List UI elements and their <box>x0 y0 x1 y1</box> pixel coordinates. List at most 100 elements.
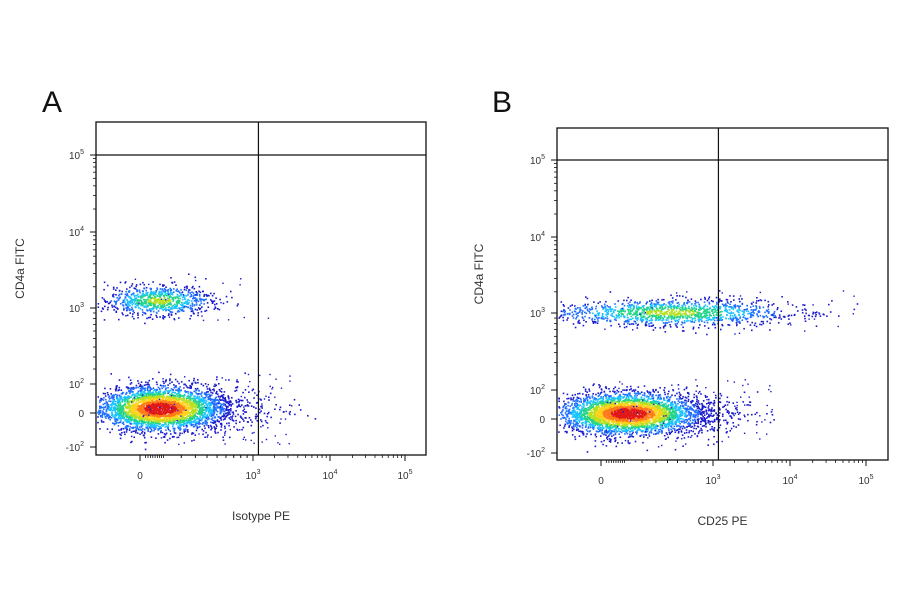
event-dot <box>213 308 216 310</box>
event-dot <box>192 425 195 428</box>
event-dot <box>159 303 161 306</box>
event-dot <box>213 421 216 423</box>
event-dot <box>205 298 207 301</box>
event-dot <box>159 412 161 414</box>
event-dot <box>162 404 165 407</box>
event-dot <box>247 405 250 407</box>
event-dot <box>150 298 152 301</box>
event-dot <box>129 422 131 425</box>
event-dot <box>126 299 128 301</box>
event-dot <box>140 304 142 307</box>
event-dot <box>205 293 208 296</box>
event-dot <box>203 299 205 302</box>
event-dot <box>171 406 173 409</box>
event-dot <box>214 427 216 429</box>
event-dot <box>298 404 300 406</box>
event-dot <box>156 397 159 400</box>
event-dot <box>260 405 262 408</box>
event-dot <box>184 405 187 408</box>
event-dot <box>650 301 653 304</box>
event-dot <box>219 412 222 415</box>
event-dot <box>155 301 157 303</box>
event-dot <box>139 422 141 425</box>
event-dot <box>124 426 127 429</box>
x-tick-label: 104 <box>322 469 337 482</box>
event-dot <box>211 427 213 430</box>
event-dot <box>101 398 103 400</box>
event-dot <box>205 393 208 396</box>
event-dot <box>226 407 228 409</box>
event-dot <box>164 420 167 423</box>
event-dot <box>162 408 165 410</box>
event-dot <box>148 283 150 286</box>
event-dot <box>629 310 632 313</box>
event-dot <box>184 305 187 307</box>
event-dot <box>193 402 196 405</box>
event-dot <box>129 416 131 419</box>
event-dot <box>123 396 126 399</box>
event-dot <box>200 392 203 395</box>
event-dot <box>169 437 171 440</box>
event-dot <box>150 399 152 401</box>
event-dot <box>264 419 267 422</box>
event-dot <box>163 291 165 294</box>
event-dot <box>183 412 186 414</box>
event-dot <box>151 398 153 400</box>
event-dot <box>253 431 255 434</box>
event-dot <box>188 418 190 420</box>
event-dot <box>214 306 217 308</box>
event-dot <box>209 402 211 404</box>
event-dot <box>162 415 165 418</box>
event-dot <box>193 409 196 412</box>
event-dot <box>179 401 181 404</box>
y-tick-label: -102 <box>66 441 84 454</box>
event-dot <box>221 403 223 406</box>
event-dot <box>162 414 165 417</box>
event-dot <box>152 398 154 400</box>
event-dot <box>175 401 178 403</box>
event-dot <box>103 319 106 321</box>
event-dot <box>234 390 236 392</box>
event-dot <box>132 386 135 389</box>
event-dot <box>164 300 167 303</box>
event-dot <box>685 309 687 311</box>
event-dot <box>144 408 147 410</box>
event-dot <box>267 411 270 414</box>
event-dot <box>177 407 179 409</box>
event-dot <box>662 327 665 329</box>
event-dot <box>124 399 126 401</box>
event-dot <box>155 401 158 403</box>
event-dot <box>126 418 128 421</box>
event-dot <box>135 430 138 432</box>
event-dot <box>229 403 231 406</box>
event-dot <box>591 317 594 320</box>
event-dot <box>183 286 186 289</box>
event-dot <box>125 414 127 417</box>
event-dot <box>142 398 145 401</box>
event-dot <box>190 394 193 396</box>
event-dot <box>159 404 162 406</box>
event-dot <box>192 401 195 403</box>
event-dot <box>180 301 183 304</box>
event-dot <box>193 439 195 441</box>
event-dot <box>236 428 238 430</box>
event-dot <box>201 298 203 300</box>
event-dot <box>134 288 137 290</box>
event-dot <box>186 420 188 422</box>
event-dot <box>144 398 146 401</box>
event-dot <box>146 402 148 404</box>
event-dot <box>182 413 184 416</box>
event-dot <box>149 316 152 319</box>
event-dot <box>133 436 135 439</box>
event-dot <box>158 418 160 420</box>
event-dot <box>173 401 175 403</box>
event-dot <box>149 397 151 400</box>
event-dot <box>677 321 680 323</box>
event-dot <box>182 303 184 306</box>
event-dot <box>744 317 746 319</box>
event-dot <box>591 318 593 321</box>
event-dot <box>183 418 185 420</box>
event-dot <box>174 392 176 394</box>
event-dot <box>117 397 119 400</box>
event-dot <box>130 413 133 416</box>
